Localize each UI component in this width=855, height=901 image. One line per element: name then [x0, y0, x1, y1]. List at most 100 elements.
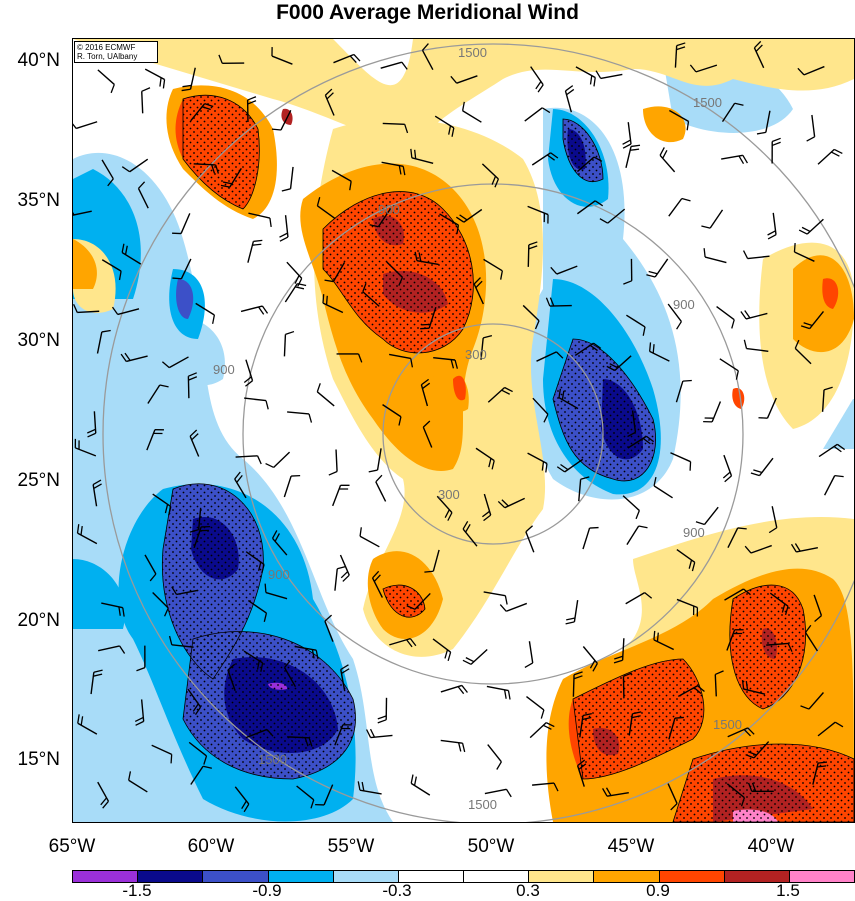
wind-barb	[411, 775, 430, 796]
contour-label: 1500	[458, 45, 487, 60]
wind-barb	[623, 496, 639, 519]
wind-barb	[463, 650, 487, 665]
contour-label: 900	[268, 567, 290, 582]
wind-barb	[566, 600, 578, 624]
wind-barb	[531, 67, 544, 93]
wind-barb	[703, 401, 720, 421]
wind-barb	[488, 745, 502, 770]
wind-barb	[721, 155, 747, 163]
lat-label-35n: 35°N	[0, 190, 60, 212]
wind-barb	[381, 62, 408, 69]
colorbar-label: 1.5	[758, 881, 818, 901]
wind-barb	[565, 86, 573, 113]
lat-label-40n: 40°N	[0, 50, 60, 72]
wind-barb	[378, 698, 387, 723]
wind-barb	[329, 450, 337, 476]
wind-barb	[825, 476, 844, 496]
wind-barb	[818, 149, 842, 164]
credit-line-1: © 2016 ECMWF	[77, 43, 155, 52]
wind-barb	[441, 685, 468, 693]
wind-barb	[287, 412, 311, 423]
wind-barb	[279, 215, 287, 241]
lon-label-55w: 55°W	[311, 836, 391, 858]
lat-label-15n: 15°N	[0, 749, 60, 771]
wind-barb	[284, 476, 300, 497]
wind-barb	[627, 526, 648, 545]
wind-barb	[317, 383, 334, 406]
colorbar-label: 0.3	[498, 881, 558, 901]
wind-barb	[583, 528, 599, 550]
wind-barb	[282, 167, 293, 191]
lon-label-60w: 60°W	[171, 836, 251, 858]
wind-barb	[669, 198, 691, 216]
wind-barb	[335, 566, 346, 590]
wind-barb	[485, 789, 511, 797]
wind-barb	[376, 475, 386, 501]
wind-barb	[248, 240, 262, 262]
wind-barb	[720, 359, 738, 380]
wind-shade-region	[823, 399, 854, 449]
lon-label-65w: 65°W	[32, 836, 112, 858]
wind-barb	[360, 527, 379, 546]
wind-barb	[660, 147, 675, 171]
lon-label-45w: 45°W	[591, 836, 671, 858]
colorbar-label: -0.9	[237, 881, 297, 901]
wind-shade-region	[732, 388, 744, 409]
contour-label: 1500	[693, 95, 722, 110]
colorbar-label: -1.5	[107, 881, 167, 901]
wind-barb	[463, 102, 482, 122]
wind-barb	[266, 452, 290, 467]
wind-barb	[696, 507, 718, 524]
colorbar-label: 0.9	[628, 881, 688, 901]
lat-label-20n: 20°N	[0, 610, 60, 632]
wind-barb	[241, 306, 267, 314]
lat-label-30n: 30°N	[0, 330, 60, 352]
colorbar	[72, 870, 855, 883]
wind-barb	[145, 69, 164, 88]
wind-barb	[704, 248, 726, 262]
contour-label: 900	[673, 297, 695, 312]
credit-line-2: R. Torn, UAlbany	[77, 52, 155, 61]
wind-barb	[73, 121, 97, 128]
wind-barb	[500, 603, 527, 611]
wind-barb	[284, 332, 294, 357]
wind-barb	[367, 729, 393, 737]
wind-barb	[717, 307, 735, 329]
wind-barb	[723, 455, 731, 482]
contour-label: 300	[465, 347, 487, 362]
wind-barb	[772, 138, 781, 163]
wind-barb	[526, 697, 543, 719]
wind-barb	[623, 122, 631, 148]
wind-barb	[744, 251, 770, 259]
wind-barb	[98, 70, 114, 93]
lat-label-25n: 25°N	[0, 470, 60, 492]
lon-label-40w: 40°W	[731, 836, 811, 858]
wind-barb	[751, 458, 773, 475]
wind-barb	[807, 115, 815, 141]
wind-barb	[142, 88, 150, 114]
colorbar-label: -0.3	[367, 881, 427, 901]
wind-barb	[646, 259, 667, 277]
contour-label: 1500	[258, 752, 287, 767]
contour-label: 1500	[713, 717, 742, 732]
contour-label: 900	[683, 525, 705, 540]
lon-label-50w: 50°W	[451, 836, 531, 858]
contour-label: 900	[378, 202, 400, 217]
wind-barb	[758, 398, 776, 418]
wind-barb	[768, 213, 776, 239]
wind-barb	[626, 145, 640, 168]
contour-label: 300	[438, 487, 460, 502]
wind-barb	[701, 210, 722, 228]
wind-barb	[487, 686, 510, 699]
credit-box: © 2016 ECMWF R. Torn, UAlbany	[74, 41, 158, 63]
wind-barb	[285, 284, 306, 302]
contour-label: 900	[213, 362, 235, 377]
wind-barb	[525, 641, 533, 667]
contour-label: 1500	[468, 797, 497, 812]
map-panel: 300 300 900 900 900 900 900 1500 1500 1500 1500 150…	[72, 38, 855, 823]
wind-barb	[333, 485, 350, 506]
meridional-wind-map: 300 300 900 900 900 900 900 1500 1500 1500 1500 150…	[73, 39, 854, 822]
wind-barb	[441, 740, 465, 751]
wind-barb	[244, 398, 268, 409]
map-title: F000 Average Meridional Wind	[0, 0, 855, 26]
